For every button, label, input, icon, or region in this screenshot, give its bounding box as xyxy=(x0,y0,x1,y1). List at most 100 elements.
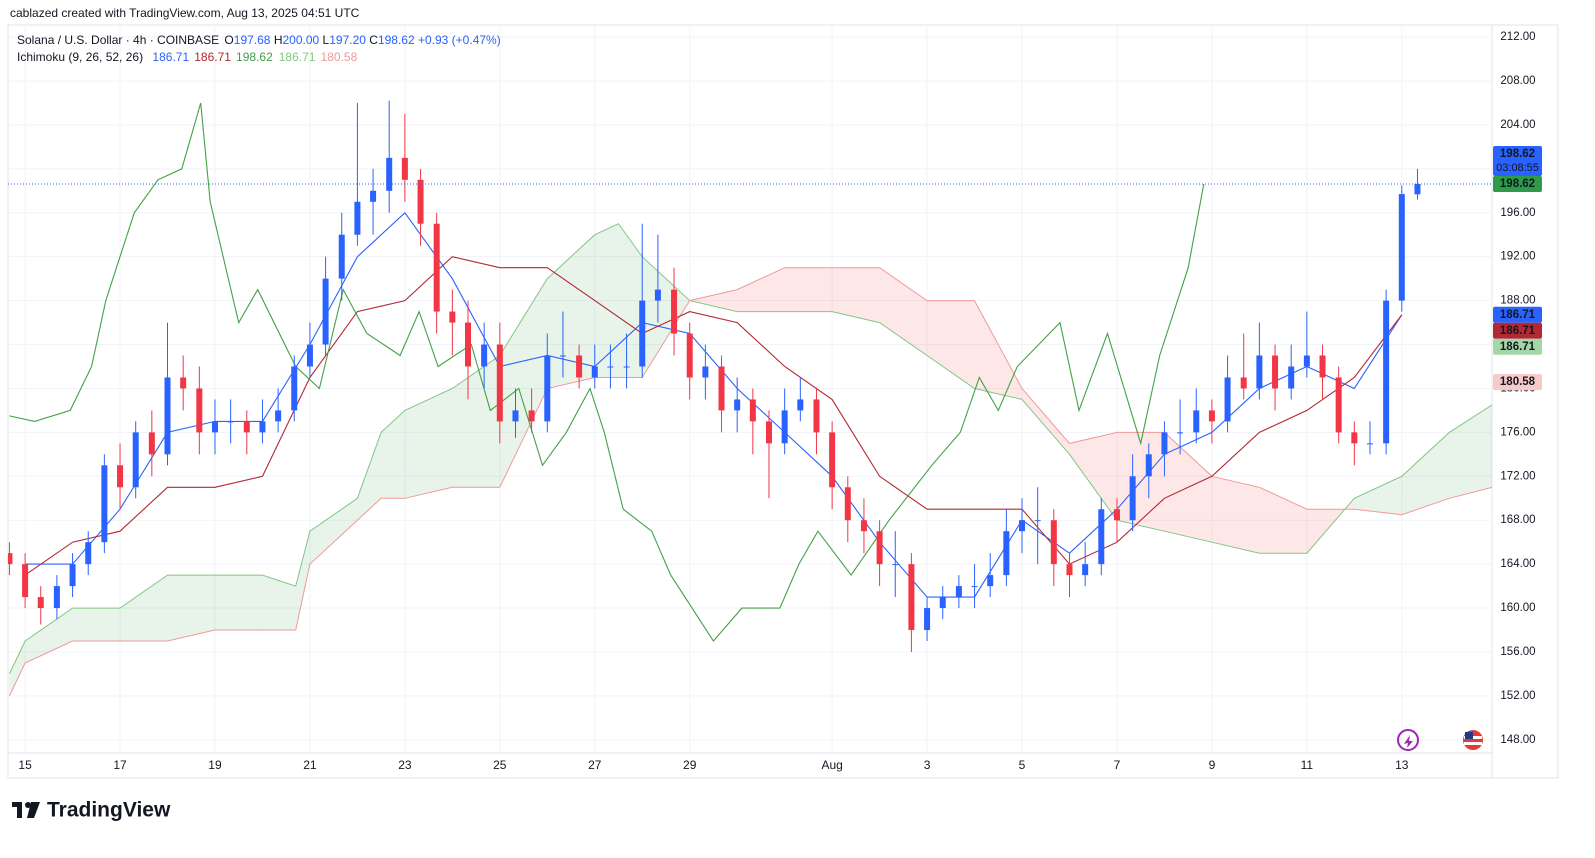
y-tick-label: 172.00 xyxy=(1500,470,1535,482)
y-tick-label: 148.00 xyxy=(1500,734,1535,746)
indicator-value: 186.71 xyxy=(194,50,231,64)
change: +0.93 (+0.47%) xyxy=(418,33,501,47)
candle-body xyxy=(559,355,566,357)
y-tick-label: 152.00 xyxy=(1500,690,1535,702)
candle-body xyxy=(781,410,788,444)
candle-body xyxy=(496,344,503,422)
price-badge-label: 186.71 xyxy=(1500,341,1536,353)
price-badge xyxy=(1493,374,1542,391)
x-tick-label: 15 xyxy=(18,758,32,772)
cloud-fill xyxy=(214,575,263,631)
cloud-fill xyxy=(9,641,26,696)
candle-body xyxy=(1303,355,1310,367)
cloud-fill xyxy=(262,575,296,631)
candle-body xyxy=(338,234,345,279)
cloud-span-a xyxy=(8,223,1492,675)
price-badge xyxy=(1493,306,1542,323)
candle-body xyxy=(196,388,203,433)
candle-body xyxy=(829,432,836,488)
icon xyxy=(1404,735,1413,748)
candle-body xyxy=(623,366,630,368)
cloud-fill xyxy=(357,432,382,521)
indicator-line xyxy=(24,256,1403,576)
x-tick-label: 21 xyxy=(303,758,317,772)
y-tick-label: 160.00 xyxy=(1500,602,1535,614)
candle-body xyxy=(749,399,756,422)
candle-body xyxy=(876,531,883,565)
candle-body xyxy=(306,344,313,367)
candle-body xyxy=(180,377,187,389)
candle-body xyxy=(37,597,44,609)
candle-body xyxy=(417,179,424,224)
y-tick-label: 192.00 xyxy=(1500,251,1535,263)
candle-body xyxy=(69,564,76,587)
candle-body xyxy=(211,421,218,433)
icon xyxy=(1464,742,1482,745)
candle-body xyxy=(844,487,851,521)
x-tick-label: 25 xyxy=(493,758,507,772)
candle-body xyxy=(955,586,962,598)
ohlc-key: H xyxy=(274,33,283,47)
symbol-title: Solana / U.S. Dollar · 4h · COINBASE xyxy=(17,33,219,47)
cloud-fill xyxy=(1401,432,1450,515)
x-tick-label: 9 xyxy=(1209,758,1216,772)
candle-body xyxy=(1288,366,1295,389)
ohlc-value: 197.68 xyxy=(234,33,271,47)
candle-body xyxy=(1414,183,1421,195)
candle-body xyxy=(892,564,899,566)
candle-body xyxy=(1177,432,1184,434)
cloud-fill xyxy=(547,234,595,389)
candle-body xyxy=(8,553,13,565)
cloud-fill xyxy=(1211,476,1260,554)
x-tick-label: 17 xyxy=(113,758,127,772)
candle-body xyxy=(797,399,804,411)
candle-body xyxy=(465,322,472,367)
candle-body xyxy=(544,355,551,422)
x-tick-label: Aug xyxy=(821,758,842,772)
candle-body xyxy=(1098,509,1105,565)
candle-body xyxy=(528,410,535,422)
candle-body xyxy=(1335,377,1342,433)
candle-body xyxy=(1003,531,1010,576)
price-badge xyxy=(1493,338,1542,355)
bottom-icons xyxy=(1397,729,1483,751)
y-tick-label: 164.00 xyxy=(1500,558,1535,570)
cloud-fill xyxy=(974,300,1023,400)
candle-body xyxy=(481,344,488,367)
cloud-fill xyxy=(25,608,73,663)
y-tick-label: 204.00 xyxy=(1500,119,1535,131)
candle-body xyxy=(765,421,772,444)
candle-body xyxy=(1398,194,1405,301)
price-badge-label: 198.62 xyxy=(1500,148,1535,160)
candle-body xyxy=(433,223,440,312)
candle-body xyxy=(1319,355,1326,378)
cloud-fill xyxy=(689,289,738,312)
cloud-fill xyxy=(1069,432,1117,521)
candle-body xyxy=(1050,520,1057,565)
candle-body xyxy=(1256,355,1263,389)
price-badge xyxy=(1493,175,1542,192)
candle-body xyxy=(148,432,155,455)
price-badge-label: 186.71 xyxy=(1500,309,1536,321)
logo-text: TradingView xyxy=(47,799,171,822)
indicator-line xyxy=(9,102,1205,642)
cloud-fill xyxy=(737,267,785,312)
cloud-fill xyxy=(927,300,975,389)
cloud-fill xyxy=(1354,476,1402,515)
candle-body xyxy=(132,432,139,488)
candle-body xyxy=(718,366,725,411)
cloud-fill xyxy=(381,410,405,499)
candle-body xyxy=(1034,520,1041,522)
indicator-label: Ichimoku (9, 26, 52, 26) xyxy=(17,50,143,64)
y-tick-label: 188.00 xyxy=(1500,295,1535,307)
candle-body xyxy=(1019,520,1026,532)
indicator-line xyxy=(25,211,1403,598)
candle-body xyxy=(1066,564,1073,576)
ohlc-value: 200.00 xyxy=(282,33,319,47)
candle-body xyxy=(987,575,994,587)
candle-body xyxy=(85,542,92,565)
candle-body xyxy=(1113,509,1120,521)
cloud-fill xyxy=(832,267,880,323)
